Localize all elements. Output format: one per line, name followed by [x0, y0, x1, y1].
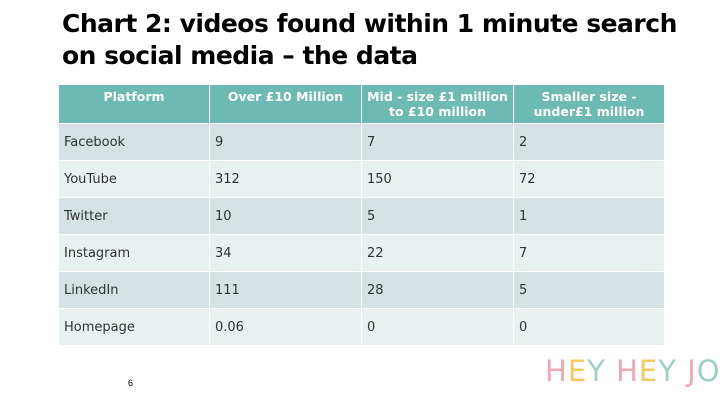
table-body: Facebook 9 7 2 YouTube 312 150 72 Twitte… [58, 123, 665, 346]
cell-platform: Instagram [58, 234, 210, 272]
cell-platform: Facebook [58, 123, 210, 161]
header-smaller-size: Smaller size - under£1 million [513, 84, 665, 124]
header-mid-size: Mid - size £1 million to £10 million [361, 84, 514, 124]
logo-letter [677, 353, 687, 389]
table-row: YouTube 312 150 72 [58, 160, 665, 198]
page-number: 6 [128, 378, 134, 388]
header-mid-size-label-line-2: to £10 million [388, 104, 486, 119]
table-row: Homepage 0.06 0 0 [58, 308, 665, 346]
cell-smaller-size: 1 [513, 197, 665, 235]
logo-letter: E [638, 354, 659, 388]
logo-letter [606, 353, 616, 389]
table-row: Instagram 34 22 7 [58, 234, 665, 272]
cell-over-10m: 111 [209, 271, 362, 309]
cell-smaller-size: 5 [513, 271, 665, 309]
header-over-10m-label: Over £10 Million [227, 89, 344, 104]
cell-mid-size: 28 [361, 271, 514, 309]
cell-mid-size: 22 [361, 234, 514, 272]
cell-over-10m: 34 [209, 234, 362, 272]
data-table: Platform Over £10 Million Mid - size £1 … [58, 84, 665, 346]
header-mid-size-label-line-1: Mid - size £1 million [367, 89, 508, 104]
cell-over-10m: 10 [209, 197, 362, 235]
cell-mid-size: 5 [361, 197, 514, 235]
header-over-10m: Over £10 Million [209, 84, 362, 124]
header-smaller-size-label-line-1: Smaller size - [541, 89, 637, 104]
cell-platform: Twitter [58, 197, 210, 235]
cell-smaller-size: 2 [513, 123, 665, 161]
logo-letter: E [567, 354, 588, 388]
header-smaller-size-label-line-2: under£1 million [533, 104, 645, 119]
cell-mid-size: 7 [361, 123, 514, 161]
cell-over-10m: 312 [209, 160, 362, 198]
table-row: Facebook 9 7 2 [58, 123, 665, 161]
cell-platform: LinkedIn [58, 271, 210, 309]
logo-letter: Y [658, 354, 677, 388]
table-row: Twitter 10 5 1 [58, 197, 665, 235]
slide-title: Chart 2: videos found within 1 minute se… [62, 8, 682, 72]
cell-smaller-size: 72 [513, 160, 665, 198]
cell-mid-size: 150 [361, 160, 514, 198]
cell-smaller-size: 0 [513, 308, 665, 346]
cell-mid-size: 0 [361, 308, 514, 346]
cell-platform: Homepage [58, 308, 210, 346]
cell-over-10m: 9 [209, 123, 362, 161]
header-platform: Platform [58, 84, 210, 124]
table-header-row: Platform Over £10 Million Mid - size £1 … [58, 84, 665, 124]
logo-letter: H [545, 354, 568, 388]
cell-platform: YouTube [58, 160, 210, 198]
logo-letter: H [616, 354, 639, 388]
logo-letter: J [687, 354, 697, 388]
table-header: Platform Over £10 Million Mid - size £1 … [58, 84, 665, 124]
hey-hey-joe-logo: HEY HEY JOE [545, 353, 720, 389]
slide-title-line-2: on social media – the data [62, 41, 418, 70]
cell-over-10m: 0.06 [209, 308, 362, 346]
header-platform-label: Platform [103, 89, 165, 104]
logo-letter: O [696, 354, 720, 388]
cell-smaller-size: 7 [513, 234, 665, 272]
logo-letter: Y [587, 354, 606, 388]
slide-title-line-1: Chart 2: videos found within 1 minute se… [62, 9, 677, 38]
table-row: LinkedIn 111 28 5 [58, 271, 665, 309]
